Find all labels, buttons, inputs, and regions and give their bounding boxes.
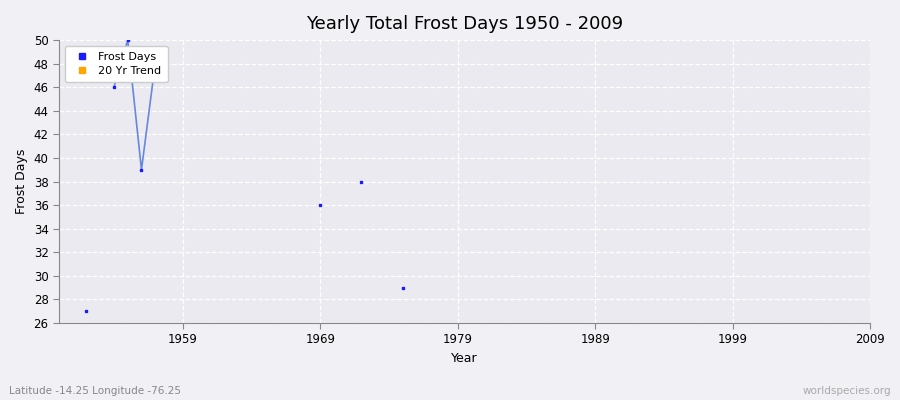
Text: worldspecies.org: worldspecies.org xyxy=(803,386,891,396)
Text: Latitude -14.25 Longitude -76.25: Latitude -14.25 Longitude -76.25 xyxy=(9,386,181,396)
Y-axis label: Frost Days: Frost Days xyxy=(15,149,28,214)
Legend: Frost Days, 20 Yr Trend: Frost Days, 20 Yr Trend xyxy=(65,46,167,82)
Title: Yearly Total Frost Days 1950 - 2009: Yearly Total Frost Days 1950 - 2009 xyxy=(306,15,623,33)
X-axis label: Year: Year xyxy=(451,352,478,365)
